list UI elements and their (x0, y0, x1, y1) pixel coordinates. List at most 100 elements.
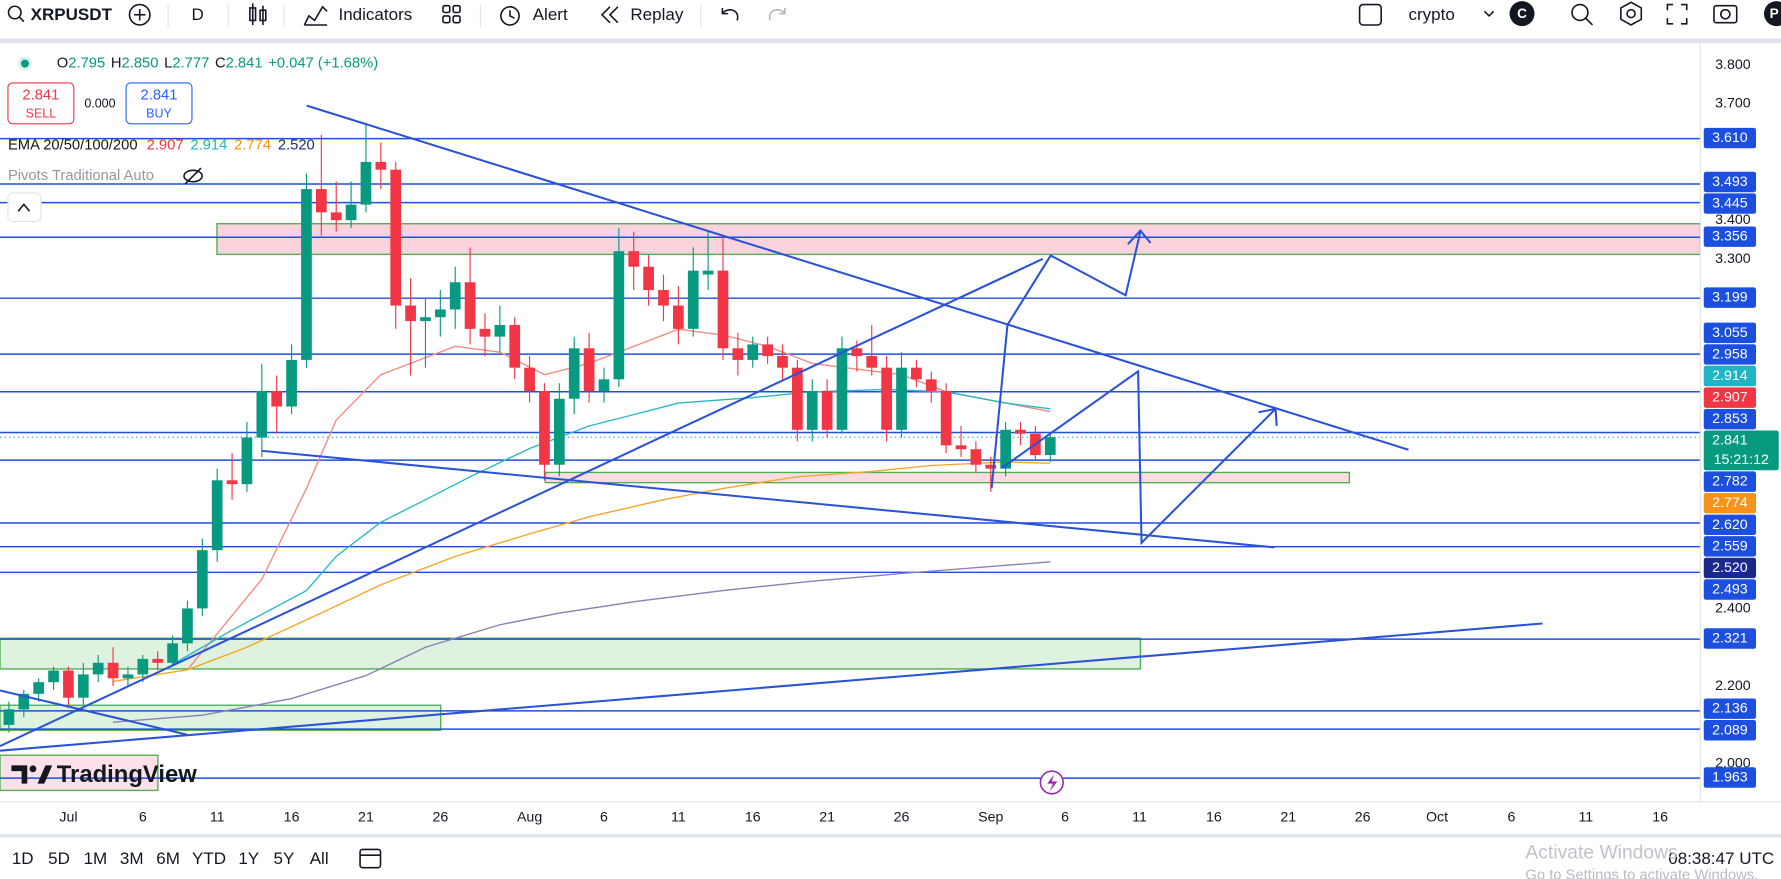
range-button[interactable]: 5Y (274, 849, 295, 868)
candle-body (390, 169, 402, 306)
y-tick-label: 3.800 (1715, 57, 1751, 73)
interval[interactable]: D (191, 5, 203, 24)
range-button[interactable]: 1Y (238, 849, 259, 868)
y-tick-label: 3.700 (1715, 96, 1751, 112)
toolbar: XRPUSDT D Indicators Alert Replay crypto… (0, 0, 1781, 44)
collapse-button[interactable] (7, 192, 42, 223)
candle-body (420, 317, 431, 322)
candle-body (896, 367, 907, 430)
sell-button[interactable] (7, 82, 75, 125)
range-button[interactable]: 1M (84, 849, 108, 868)
profile-initial: P (1770, 6, 1779, 21)
label: H (111, 56, 122, 72)
price-badge (1703, 767, 1757, 788)
status-dot (21, 59, 29, 68)
chart-type-button[interactable] (249, 3, 267, 25)
ema-legend: EMA 20/50/100/200 2.907 2.914 2.774 2.520 (8, 137, 315, 153)
redo-button[interactable] (768, 7, 786, 21)
x-tick-label: 6 (139, 810, 147, 826)
value: 2.841 (226, 56, 263, 72)
candle-body (196, 550, 208, 609)
y-tick-label: 3.300 (1715, 251, 1751, 267)
price-badge (1703, 193, 1757, 214)
ohlc: O2.795 H2.850 L2.777 C2.841 +0.047 (+1.68%) (57, 56, 378, 72)
price-badge-label: 2.841 (1712, 433, 1748, 449)
clock: 08:38:47 UTC (1668, 849, 1774, 868)
x-tick-label: 26 (894, 810, 910, 826)
ema-line (112, 461, 1051, 683)
price-badge (1703, 171, 1757, 193)
candle-body (821, 390, 833, 430)
price-badges: 3.610 3.493 3.445 3.356 3.199 3.055 2.958 2.914… (1703, 127, 1779, 788)
candle-body (628, 251, 640, 267)
candle-body (405, 305, 416, 322)
candle-body (673, 305, 684, 329)
value: 2.520 (278, 137, 315, 153)
alert-button[interactable]: Alert (533, 5, 568, 24)
calendar-button[interactable] (359, 848, 382, 869)
candle-body (643, 266, 654, 291)
snapshot-button[interactable] (1713, 4, 1738, 24)
price-badge-label: 2.493 (1712, 582, 1748, 598)
price-badge (1703, 628, 1757, 649)
sell-price: 2.841 (22, 87, 59, 103)
price-badge-label: 2.559 (1712, 538, 1748, 554)
range-button[interactable]: YTD (192, 849, 226, 868)
x-tick-label: 6 (600, 810, 608, 826)
candle-body (92, 662, 104, 675)
candle-body (866, 356, 878, 368)
profile-avatar[interactable] (1763, 1, 1781, 27)
layout-name[interactable]: crypto (1408, 5, 1454, 24)
arrow-head (1258, 407, 1278, 426)
x-tick-label: 21 (819, 810, 835, 826)
candle-body (137, 658, 149, 675)
y-tick-label: 3.400 (1715, 212, 1751, 228)
range-button[interactable]: All (310, 849, 329, 868)
candle-body (806, 390, 818, 430)
drawings (0, 104, 1543, 795)
label: EMA 20/50/100/200 (8, 137, 138, 153)
price-badge-label: 2.774 (1712, 495, 1748, 511)
ema-lines (112, 328, 1051, 723)
price-badge-label: 2.958 (1712, 346, 1748, 362)
pivots-legend: Pivots Traditional Auto (8, 168, 154, 184)
legend: O2.795 H2.850 L2.777 C2.841 +0.047 (+1.68%) … (7, 56, 378, 223)
undo-button[interactable] (721, 7, 739, 21)
logo-mark (37, 765, 53, 784)
candle-body (524, 367, 535, 391)
quick-search[interactable] (1571, 3, 1589, 22)
price-badge-label: 3.445 (1712, 196, 1748, 212)
compare-button[interactable] (128, 3, 151, 26)
range-button[interactable]: 6M (156, 849, 180, 868)
indicators-button[interactable]: Indicators (338, 5, 412, 24)
chevron[interactable] (1483, 10, 1495, 18)
candle-body (613, 251, 625, 380)
candle-body (77, 674, 89, 698)
candle-body (777, 356, 788, 368)
arrow-head (1127, 228, 1152, 245)
range-button[interactable]: 3M (120, 849, 144, 868)
trendline (306, 104, 1409, 451)
candle-body (63, 670, 74, 698)
replay-button[interactable]: Replay (630, 5, 683, 24)
search-icon (7, 5, 22, 20)
candle-body (955, 445, 967, 450)
templates-button[interactable] (442, 4, 461, 24)
range-button[interactable]: 1D (12, 849, 34, 868)
hidden-icon[interactable] (183, 167, 203, 185)
range-button[interactable]: 5D (48, 849, 70, 868)
layout-button[interactable] (1358, 3, 1382, 26)
candle-body (122, 674, 134, 679)
symbol[interactable]: XRPUSDT (31, 5, 113, 24)
spread: 0.000 (84, 96, 115, 110)
change: +0.047 (+1.68%) (268, 56, 378, 72)
fullscreen-button[interactable] (1666, 3, 1688, 25)
account-avatar[interactable] (1509, 1, 1535, 27)
buy-button[interactable] (125, 82, 193, 125)
settings-button[interactable] (1620, 1, 1643, 26)
candle-body (360, 161, 372, 205)
price-badge (1703, 226, 1757, 247)
